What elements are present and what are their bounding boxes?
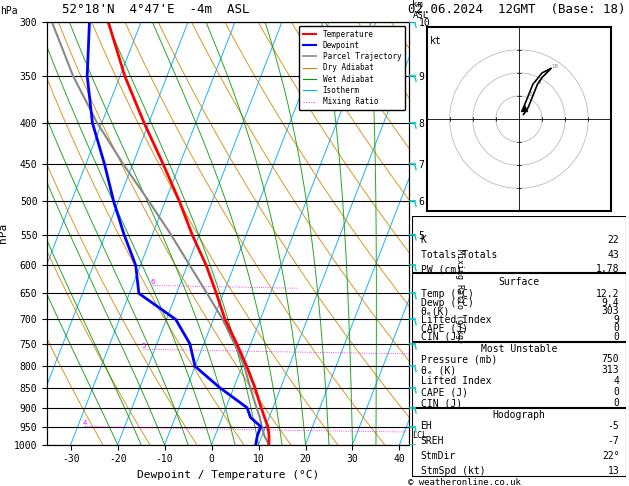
Text: 4: 4 <box>83 420 87 426</box>
Legend: Temperature, Dewpoint, Parcel Trajectory, Dry Adiabat, Wet Adiabat, Isotherm, Mi: Temperature, Dewpoint, Parcel Trajectory… <box>299 26 405 110</box>
Text: 6: 6 <box>150 279 155 285</box>
Text: Totals Totals: Totals Totals <box>421 250 497 260</box>
Text: CIN (J): CIN (J) <box>421 398 462 408</box>
Text: 0: 0 <box>613 398 620 408</box>
Text: PW (cm): PW (cm) <box>421 264 462 274</box>
Text: StmDir: StmDir <box>421 451 456 461</box>
Text: 1.78: 1.78 <box>596 264 620 274</box>
Text: Lifted Index: Lifted Index <box>421 315 491 325</box>
Text: LCL: LCL <box>413 431 428 440</box>
Text: -5: -5 <box>608 420 620 431</box>
Text: 52°18'N  4°47'E  -4m  ASL: 52°18'N 4°47'E -4m ASL <box>47 2 250 16</box>
Text: -7: -7 <box>608 435 620 446</box>
Text: CIN (J): CIN (J) <box>421 332 462 342</box>
Text: Most Unstable: Most Unstable <box>481 344 557 354</box>
Bar <box>412 408 626 476</box>
X-axis label: Dewpoint / Temperature (°C): Dewpoint / Temperature (°C) <box>137 470 319 480</box>
Text: 18: 18 <box>551 64 559 69</box>
Text: 27: 27 <box>528 92 535 97</box>
Text: 313: 313 <box>602 365 620 375</box>
Text: 303: 303 <box>602 306 620 316</box>
Text: θₑ(K): θₑ(K) <box>421 306 450 316</box>
Text: kt: kt <box>430 36 442 46</box>
Text: 0: 0 <box>613 332 620 342</box>
Text: Hodograph: Hodograph <box>493 411 545 420</box>
Text: 43: 43 <box>608 250 620 260</box>
Text: 22: 22 <box>608 235 620 245</box>
Text: km
ASL: km ASL <box>413 0 428 20</box>
Text: CAPE (J): CAPE (J) <box>421 323 467 333</box>
Text: Mixing Ratio (g/kg): Mixing Ratio (g/kg) <box>455 249 464 344</box>
Text: 4: 4 <box>613 376 620 386</box>
Text: 5: 5 <box>142 343 145 349</box>
Text: © weatheronline.co.uk: © weatheronline.co.uk <box>408 478 520 486</box>
Text: 9: 9 <box>613 315 620 325</box>
Text: θₑ (K): θₑ (K) <box>421 365 456 375</box>
Text: Pressure (mb): Pressure (mb) <box>421 354 497 364</box>
Bar <box>412 216 626 272</box>
Text: 12.2: 12.2 <box>596 289 620 299</box>
Text: 9: 9 <box>537 81 541 86</box>
Bar <box>412 273 626 341</box>
Text: 750: 750 <box>602 354 620 364</box>
Bar <box>412 342 626 407</box>
Text: Temp (°C): Temp (°C) <box>421 289 474 299</box>
Text: 22°: 22° <box>602 451 620 461</box>
Text: 9.4: 9.4 <box>602 298 620 308</box>
Text: SREH: SREH <box>421 435 444 446</box>
Text: CAPE (J): CAPE (J) <box>421 387 467 397</box>
Text: 02.06.2024  12GMT  (Base: 18): 02.06.2024 12GMT (Base: 18) <box>408 2 625 16</box>
Y-axis label: hPa: hPa <box>0 223 8 243</box>
Text: 0: 0 <box>613 387 620 397</box>
Text: EH: EH <box>421 420 432 431</box>
Text: 13: 13 <box>608 466 620 475</box>
Text: K: K <box>421 235 426 245</box>
Text: StmSpd (kt): StmSpd (kt) <box>421 466 485 475</box>
Text: hPa: hPa <box>0 5 18 16</box>
Text: 0: 0 <box>613 323 620 333</box>
Text: Dewp (°C): Dewp (°C) <box>421 298 474 308</box>
Text: Surface: Surface <box>498 277 540 287</box>
Text: Lifted Index: Lifted Index <box>421 376 491 386</box>
